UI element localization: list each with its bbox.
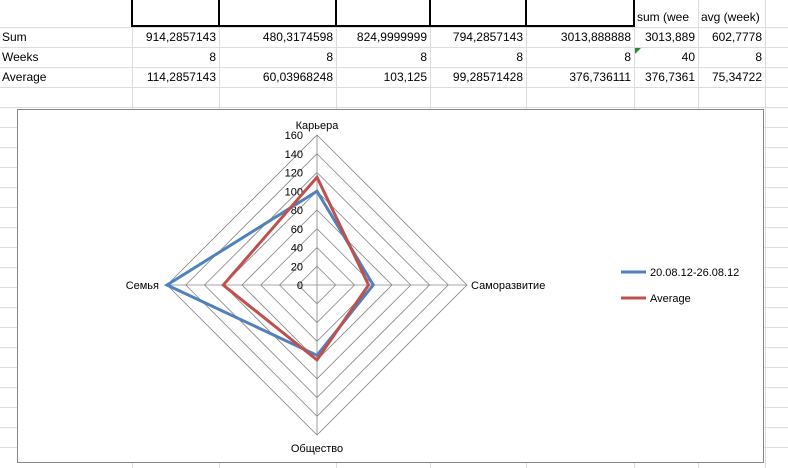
- cell[interactable]: 8: [420, 50, 427, 64]
- cell[interactable]: 8: [209, 50, 216, 64]
- cell[interactable]: 3013,888888: [560, 30, 631, 44]
- radar-tick-label: 80: [291, 205, 303, 217]
- chart-legend[interactable]: 20.08.12-26.08.12 Average: [621, 267, 739, 305]
- row-label-average[interactable]: Average: [2, 70, 47, 84]
- cell[interactable]: 376,736111: [569, 70, 631, 84]
- cell[interactable]: 103,125: [383, 70, 427, 84]
- cell[interactable]: 8: [624, 50, 631, 64]
- grid-row-line: [0, 27, 788, 28]
- cell[interactable]: 114,2857143: [146, 70, 216, 84]
- cell[interactable]: 794,2857143: [452, 30, 523, 44]
- cell[interactable]: 376,7361: [644, 70, 695, 84]
- cell[interactable]: 3013,889: [644, 30, 695, 44]
- radar-tick-label: 120: [285, 168, 303, 180]
- radar-axis-labels: Карьера Саморазвитие Общество Семья: [126, 120, 546, 455]
- radar-series-line: [221, 174, 371, 363]
- bordered-col-divider: [429, 0, 431, 27]
- header-sum-weeks[interactable]: sum (wee: [637, 10, 690, 24]
- bordered-col-divider: [525, 0, 527, 27]
- radar-tick-label: 0: [297, 280, 303, 292]
- formula-warning-icon[interactable]: [635, 48, 641, 54]
- radar-tick-label: 20: [291, 261, 303, 273]
- bordered-header-row: [131, 0, 635, 27]
- bordered-col-divider: [218, 0, 220, 27]
- cell[interactable]: 602,7778: [711, 30, 762, 44]
- cell[interactable]: 914,2857143: [145, 30, 216, 44]
- cell[interactable]: 40: [681, 50, 695, 64]
- radar-tick-label: 100: [285, 186, 303, 198]
- radar-grid: [166, 134, 468, 436]
- radar-axis-label: Семья: [126, 280, 159, 292]
- radar-axis-label: Карьера: [296, 120, 340, 132]
- cell[interactable]: 8: [516, 50, 523, 64]
- bordered-col-divider: [335, 0, 337, 27]
- cell[interactable]: 8: [326, 50, 333, 64]
- radar-axis-label: Саморазвитие: [471, 280, 545, 292]
- radar-series-group: [163, 174, 376, 363]
- radar-chart[interactable]: 0 20 40 60 80 100 120 140 160 Карьера Саморазвити…: [17, 109, 764, 463]
- radar-axis-label: Общество: [291, 443, 343, 455]
- radar-tick-label: 160: [285, 130, 303, 142]
- row-label-weeks[interactable]: Weeks: [2, 50, 39, 64]
- cell[interactable]: 480,3174598: [262, 30, 333, 44]
- grid-row-line: [0, 67, 788, 68]
- legend-entry-label: Average: [650, 293, 691, 305]
- cell[interactable]: 99,28571428: [452, 70, 523, 84]
- radar-tick-label: 60: [291, 224, 303, 236]
- radar-tick-label: 40: [291, 243, 303, 255]
- grid-col-line: [765, 0, 766, 468]
- cell[interactable]: 824,9999999: [356, 30, 427, 44]
- cell[interactable]: 8: [755, 50, 762, 64]
- radar-tick-labels: 0 20 40 60 80 100 120 140 160: [285, 130, 303, 292]
- radar-tick-label: 140: [285, 149, 303, 161]
- grid-row-line: [0, 87, 788, 88]
- grid-row-line: [0, 47, 788, 48]
- legend-entry-label: 20.08.12-26.08.12: [650, 267, 739, 279]
- radar-chart-svg: 0 20 40 60 80 100 120 140 160 Карьера Саморазвити…: [126, 120, 740, 455]
- row-label-sum[interactable]: Sum: [2, 30, 27, 44]
- cell[interactable]: 60,03968248: [262, 70, 333, 84]
- header-avg-week[interactable]: avg (week): [701, 10, 760, 24]
- cell[interactable]: 75,34722: [711, 70, 762, 84]
- grid-row-line: [0, 107, 788, 108]
